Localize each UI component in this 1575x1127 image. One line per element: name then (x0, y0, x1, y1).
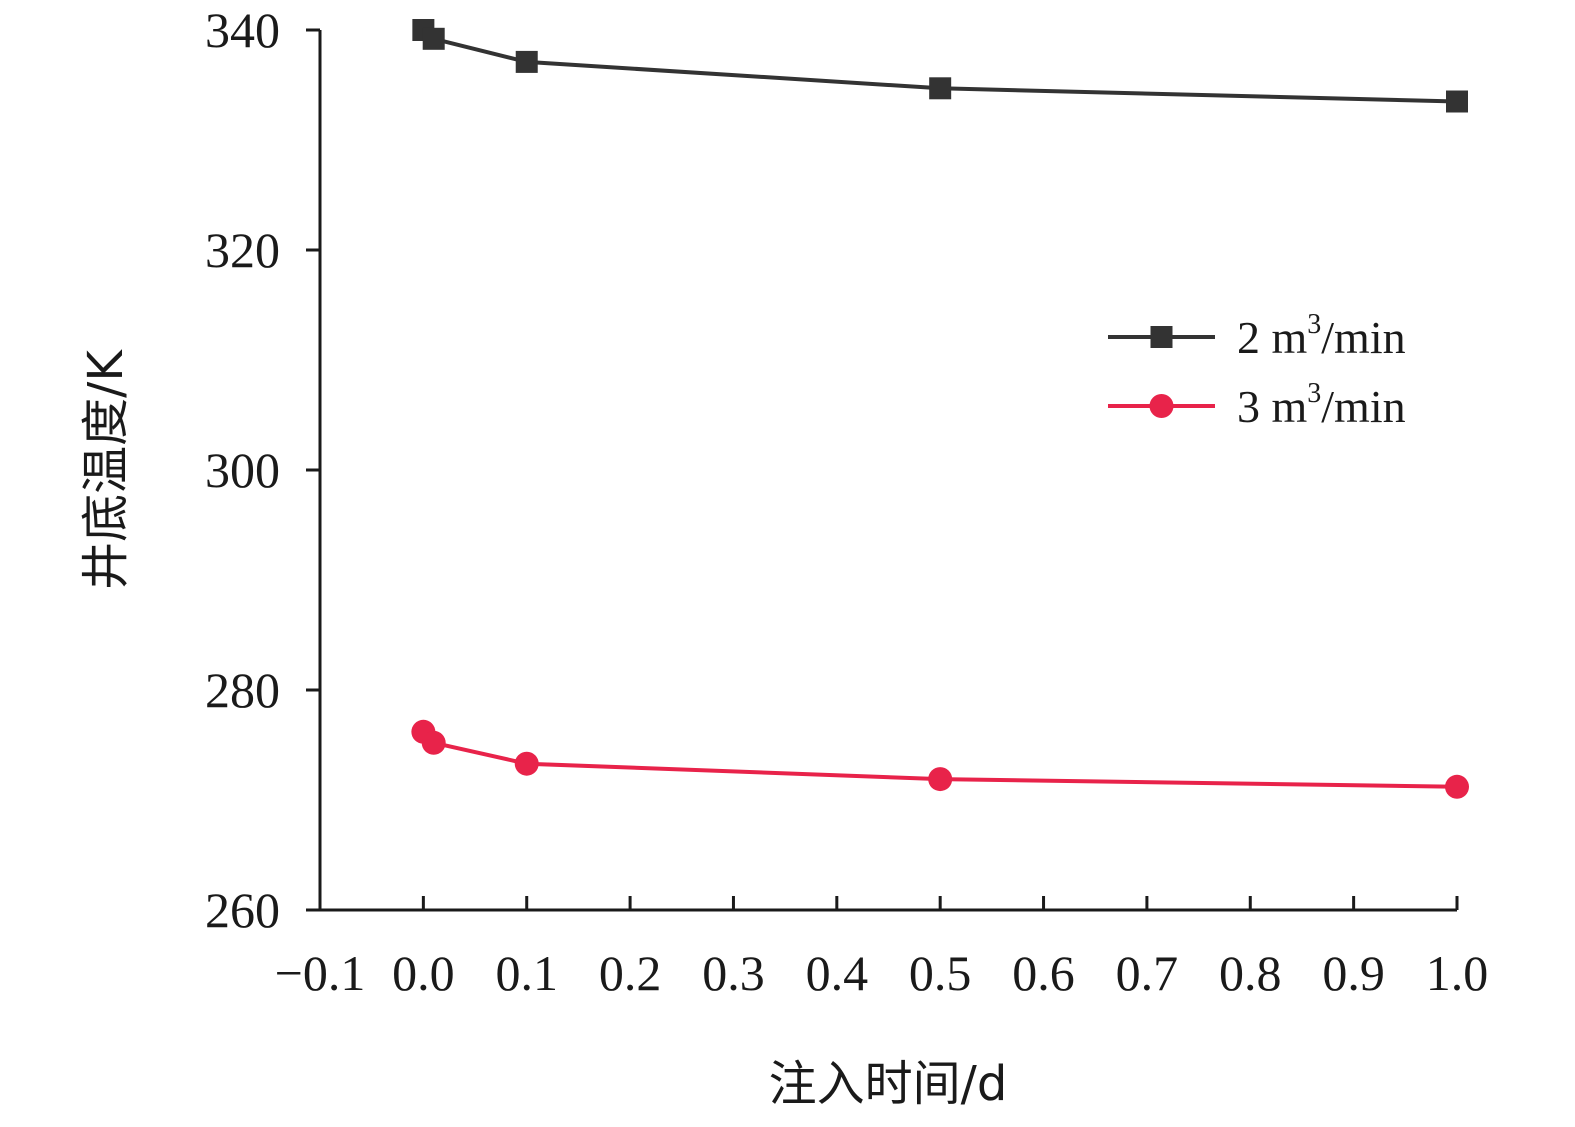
x-tick-label: 0.6 (1012, 945, 1075, 1001)
legend-item: 2 m3/min (1108, 309, 1406, 363)
x-tick-label: 1.0 (1426, 945, 1489, 1001)
x-tick-label: 0.4 (806, 945, 869, 1001)
x-tick-label: 0.0 (392, 945, 455, 1001)
y-axis-title: 井底温度/K (78, 349, 134, 590)
y-tick-label: 280 (205, 662, 280, 718)
data-point (422, 27, 445, 50)
x-tick-label: 0.5 (909, 945, 972, 1001)
series-layer (411, 19, 1469, 799)
x-tick-label: 0.7 (1116, 945, 1179, 1001)
legend: 2 m3/min 3 m3/min (1108, 309, 1406, 432)
x-tick-label: 0.3 (702, 945, 765, 1001)
y-tick-label: 320 (205, 222, 280, 278)
x-tick-label: 0.2 (599, 945, 662, 1001)
x-tick-label: −0.1 (275, 945, 366, 1001)
legend-marker (1149, 394, 1174, 418)
x-tick-label: 0.9 (1322, 945, 1385, 1001)
data-point (515, 50, 538, 73)
data-point (514, 751, 539, 776)
legend-marker (1150, 326, 1173, 348)
series-2 (411, 719, 1469, 799)
data-point (421, 730, 446, 755)
data-point (1445, 774, 1469, 799)
data-point (929, 77, 952, 100)
x-axis-title: 注入时间/d (769, 1056, 1008, 1112)
axes: 260 280 300 320 340 −0.1 0.0 0.1 0.2 0.3 0.4 0.5 0.… (205, 2, 1488, 1001)
series-1 (412, 19, 1468, 113)
legend-item: 3 m3/min (1108, 378, 1406, 432)
y-ticks: 260 280 300 320 340 (205, 2, 320, 938)
y-tick-label: 340 (205, 2, 280, 58)
legend-label: 2 m3/min (1237, 309, 1406, 363)
y-tick-label: 300 (205, 442, 280, 498)
x-ticks: −0.1 0.0 0.1 0.2 0.3 0.4 0.5 0.6 0.7 0.8 0.9 1.0 (275, 896, 1489, 1001)
data-point (928, 767, 953, 792)
x-tick-label: 0.1 (495, 945, 558, 1001)
legend-label: 3 m3/min (1237, 378, 1406, 432)
x-tick-label: 0.8 (1219, 945, 1282, 1001)
data-point (1446, 90, 1468, 113)
y-tick-label: 260 (205, 882, 280, 938)
